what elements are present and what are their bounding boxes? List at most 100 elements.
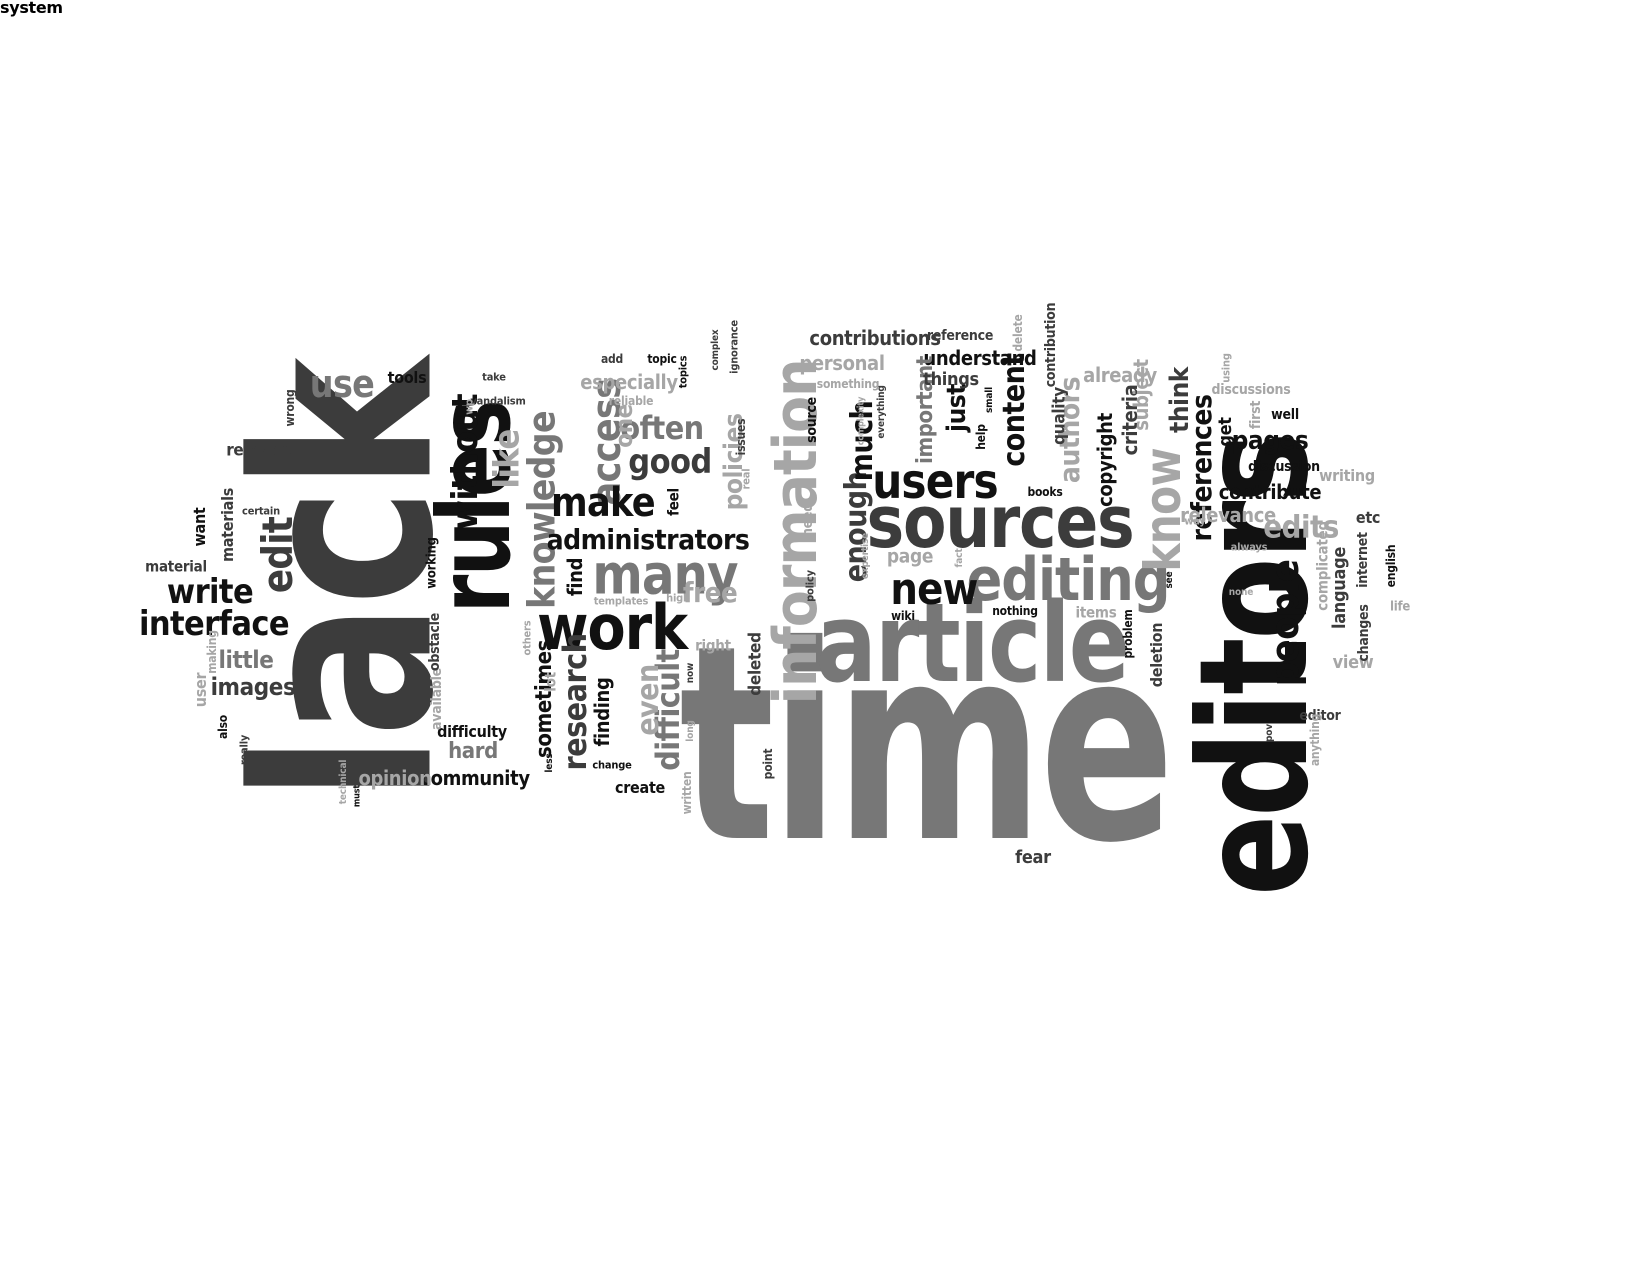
word: now (685, 662, 696, 684)
word: long (685, 720, 696, 742)
word: one (610, 404, 638, 448)
word: fact (954, 548, 965, 568)
word: add (600, 352, 624, 366)
word: policy (803, 570, 817, 602)
word: subject (1129, 359, 1153, 431)
word: see (1164, 571, 1175, 589)
word: way (1184, 514, 1206, 528)
word: complex (710, 329, 721, 371)
word: material (145, 557, 207, 576)
word: sources (866, 480, 1135, 564)
word: relevance (1180, 503, 1276, 527)
word: take (482, 370, 506, 384)
word: time (679, 587, 1175, 902)
word: editing (966, 545, 1170, 615)
word: free (682, 576, 738, 609)
word: administrators (546, 523, 750, 556)
word: life (1389, 599, 1411, 615)
word: less (544, 753, 555, 773)
word: edit (253, 516, 302, 594)
word: article (815, 579, 1130, 707)
word: vandalism (470, 394, 526, 408)
word: issues (734, 418, 748, 456)
word: page (886, 545, 934, 568)
word: research (556, 633, 594, 771)
word: good (628, 442, 712, 482)
word: feel (664, 488, 683, 516)
word: topics (676, 355, 690, 389)
word: technical (338, 759, 349, 805)
word: items (1075, 603, 1117, 622)
word: users (872, 454, 998, 510)
word: change (592, 758, 632, 772)
word: english (1384, 544, 1398, 588)
word: pov (1264, 724, 1275, 742)
word: personal (799, 351, 885, 375)
word: people (1263, 559, 1307, 687)
word: deleted (745, 632, 766, 696)
word: often (620, 409, 704, 447)
word: need (800, 502, 816, 538)
word: must (352, 784, 363, 808)
word: using (1219, 353, 1233, 383)
word: use (309, 362, 375, 406)
word: discussions (1211, 382, 1291, 398)
word: think (1165, 367, 1195, 433)
word: want (190, 507, 209, 547)
word: especially (580, 370, 678, 394)
word: wiki (891, 609, 915, 623)
word: complicated (1313, 521, 1332, 611)
word: lot (541, 672, 560, 692)
word: right (695, 636, 731, 655)
word: discussion (1248, 459, 1320, 475)
word: already (1083, 363, 1157, 387)
word: content (997, 353, 1032, 467)
word: wp (462, 399, 476, 415)
word: making (205, 630, 219, 674)
word: quality (1049, 387, 1070, 445)
word: finding (590, 677, 614, 747)
word: problem (1121, 609, 1135, 659)
word: topic (647, 352, 677, 366)
word: write (166, 572, 254, 612)
word: point (761, 748, 775, 780)
word: just (942, 384, 972, 432)
word: opinion (358, 766, 432, 790)
word: contributions (809, 326, 941, 350)
word: delete (1011, 314, 1025, 352)
word: complexity (856, 396, 867, 446)
word: things (923, 369, 979, 390)
word: ignorance (727, 320, 741, 374)
word: pages (1231, 426, 1309, 456)
word: small (984, 386, 995, 414)
word: reliable (608, 394, 654, 408)
word: also (216, 715, 230, 739)
word: available (429, 668, 445, 730)
word: writing (1319, 466, 1375, 485)
word: help (974, 424, 988, 450)
word: contribution (1043, 302, 1059, 388)
word: working (424, 537, 440, 589)
word: contribute (1218, 480, 1322, 504)
word: create (614, 778, 666, 797)
word: reference (926, 328, 994, 344)
word: always (1230, 540, 1268, 554)
word: high (666, 591, 690, 605)
word: written (680, 771, 694, 815)
word: interface (138, 604, 290, 644)
word: deletion (1147, 622, 1166, 688)
word: get (1215, 417, 1236, 447)
word: understand (923, 346, 1037, 370)
word: like (487, 429, 528, 489)
word: fear (1015, 847, 1051, 868)
word: community (420, 766, 530, 790)
word: tools (387, 368, 427, 387)
word: wrong (283, 389, 297, 427)
word: user (191, 672, 210, 708)
word: real (739, 468, 753, 490)
word: nothing (992, 604, 1038, 618)
word: new (890, 564, 978, 615)
word: little (218, 646, 274, 674)
word: copyright (1093, 413, 1117, 507)
